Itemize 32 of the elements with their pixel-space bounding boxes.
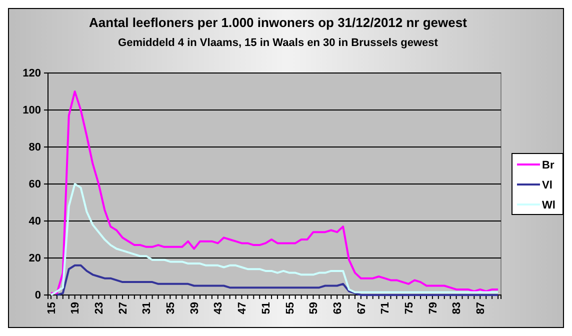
x-tick-label: 79 [427,302,440,314]
x-tick-label: 87 [474,302,487,314]
x-tick-label: 27 [117,302,130,314]
x-tick-label: 23 [94,302,106,314]
y-tick-label: 100 [22,104,41,117]
chart-subtitle: Gemiddeld 4 in Vlaams, 15 in Waals en 30 in Brussels gewest [118,37,438,49]
x-tick-label: 39 [188,302,201,314]
x-tick-label: 71 [380,302,392,314]
x-tick-label: 75 [403,302,416,314]
legend-label: Wl [542,199,556,212]
y-tick-label: 20 [28,252,41,265]
x-tick-label: 15 [46,302,58,314]
legend-label: Vl [542,179,552,192]
x-tick-label: 67 [356,302,368,314]
y-tick-label: 40 [28,216,41,228]
x-tick-label: 19 [70,302,82,314]
x-tick-label: 43 [212,302,225,314]
line-series [56,264,500,296]
y-tick-label: 80 [28,142,41,154]
x-tick-label: 59 [308,302,320,314]
y-tick-label: 120 [22,68,41,80]
legend-label: Br [542,159,555,172]
x-tick-label: 63 [332,302,344,314]
chart-title: Aantal leefloners per 1.000 inwoners op 31/12/2012 nr gewest [89,15,468,30]
x-tick-label: 51 [260,302,272,314]
x-tick-label: 31 [141,302,154,314]
x-tick-label: 35 [165,302,178,314]
x-tick-label: 83 [451,302,464,314]
x-tick-label: 55 [284,302,296,314]
y-tick-label: 0 [34,290,41,302]
y-tick-label: 60 [28,178,41,191]
x-tick-label: 47 [236,302,249,314]
